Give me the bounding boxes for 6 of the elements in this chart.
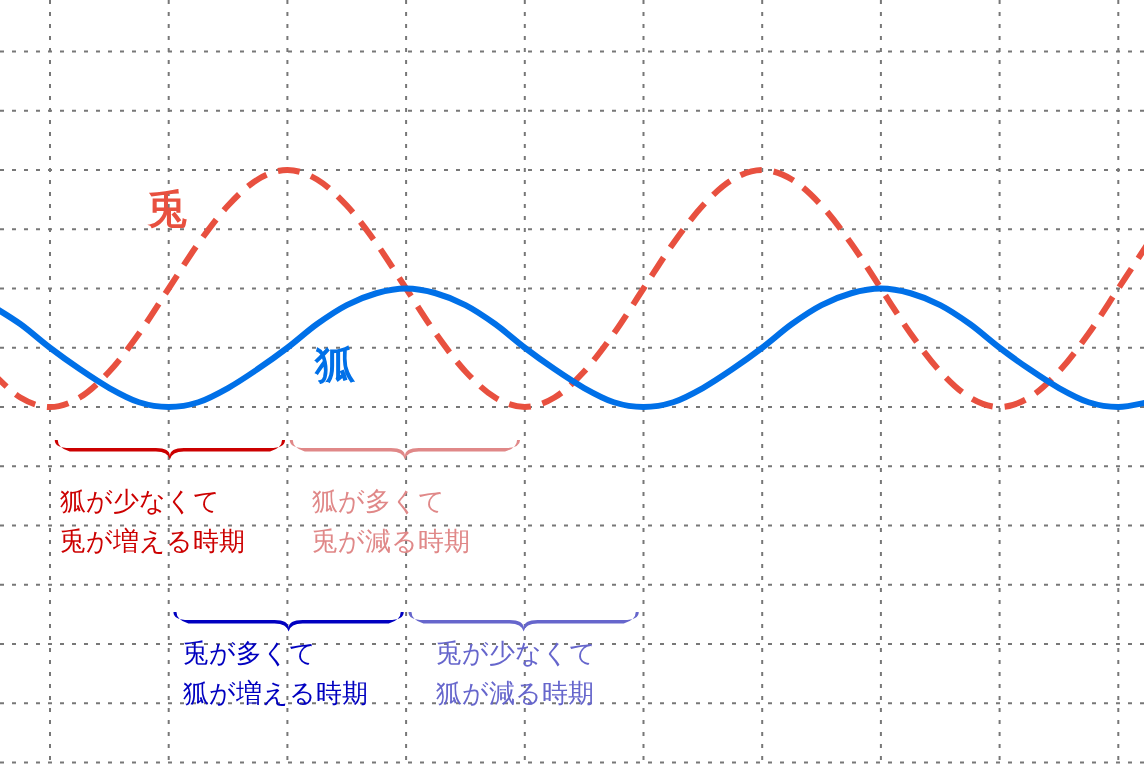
text: 狐が少なくて兎が増える時期: [60, 486, 245, 556]
text: 兎が多くて狐が増える時期: [183, 638, 368, 708]
text: 狐が多くて兎が減る時期: [312, 486, 470, 556]
series-label: 狐: [314, 341, 356, 387]
text: 兎が少なくて狐が減る時期: [436, 638, 596, 708]
series-label: 兎: [147, 186, 188, 232]
